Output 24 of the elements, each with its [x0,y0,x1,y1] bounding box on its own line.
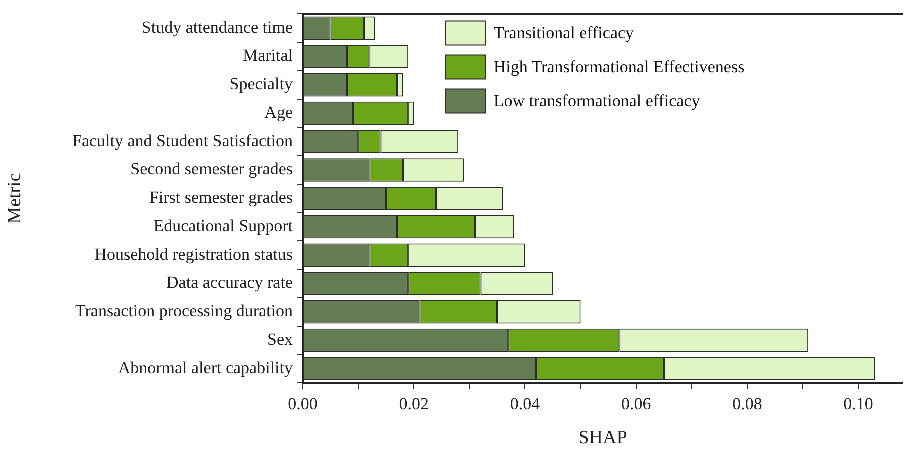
y-tick-label: Educational Support [154,216,294,236]
y-tick-label: Abnormal alert capability [118,358,294,378]
legend-label: Transitional efficacy [494,24,635,43]
y-tick-label: Sex [268,330,294,349]
y-tick-label: Faculty and Student Satisfaction [72,131,294,150]
legend-label: Low transformational efficacy [494,92,701,111]
x-axis-title: SHAP [578,428,628,449]
y-tick-label: First semester grades [149,188,293,208]
x-tick-label: 0.06 [621,394,652,414]
y-tick-label: Transaction processing duration [75,302,294,321]
y-tick-label: Age [264,102,293,122]
x-tick-label: 0.04 [510,394,541,414]
x-tick-label: 0.08 [732,394,762,414]
legend-label: High Transformational Effectiveness [494,58,745,77]
x-tick-label: 0.10 [844,394,874,414]
y-tick-label: Household registration status [94,244,293,264]
y-axis-title: Metric [4,173,26,224]
x-tick-label: 0.02 [399,394,429,414]
y-tick-label: Data accuracy rate [166,273,293,292]
x-tick-label: 0.00 [288,394,318,414]
y-tick-label: Second semester grades [130,160,293,179]
y-tick-label: Specialty [230,74,294,94]
y-tick-label: Study attendance time [142,18,293,37]
y-tick-label: Marital [242,46,294,66]
